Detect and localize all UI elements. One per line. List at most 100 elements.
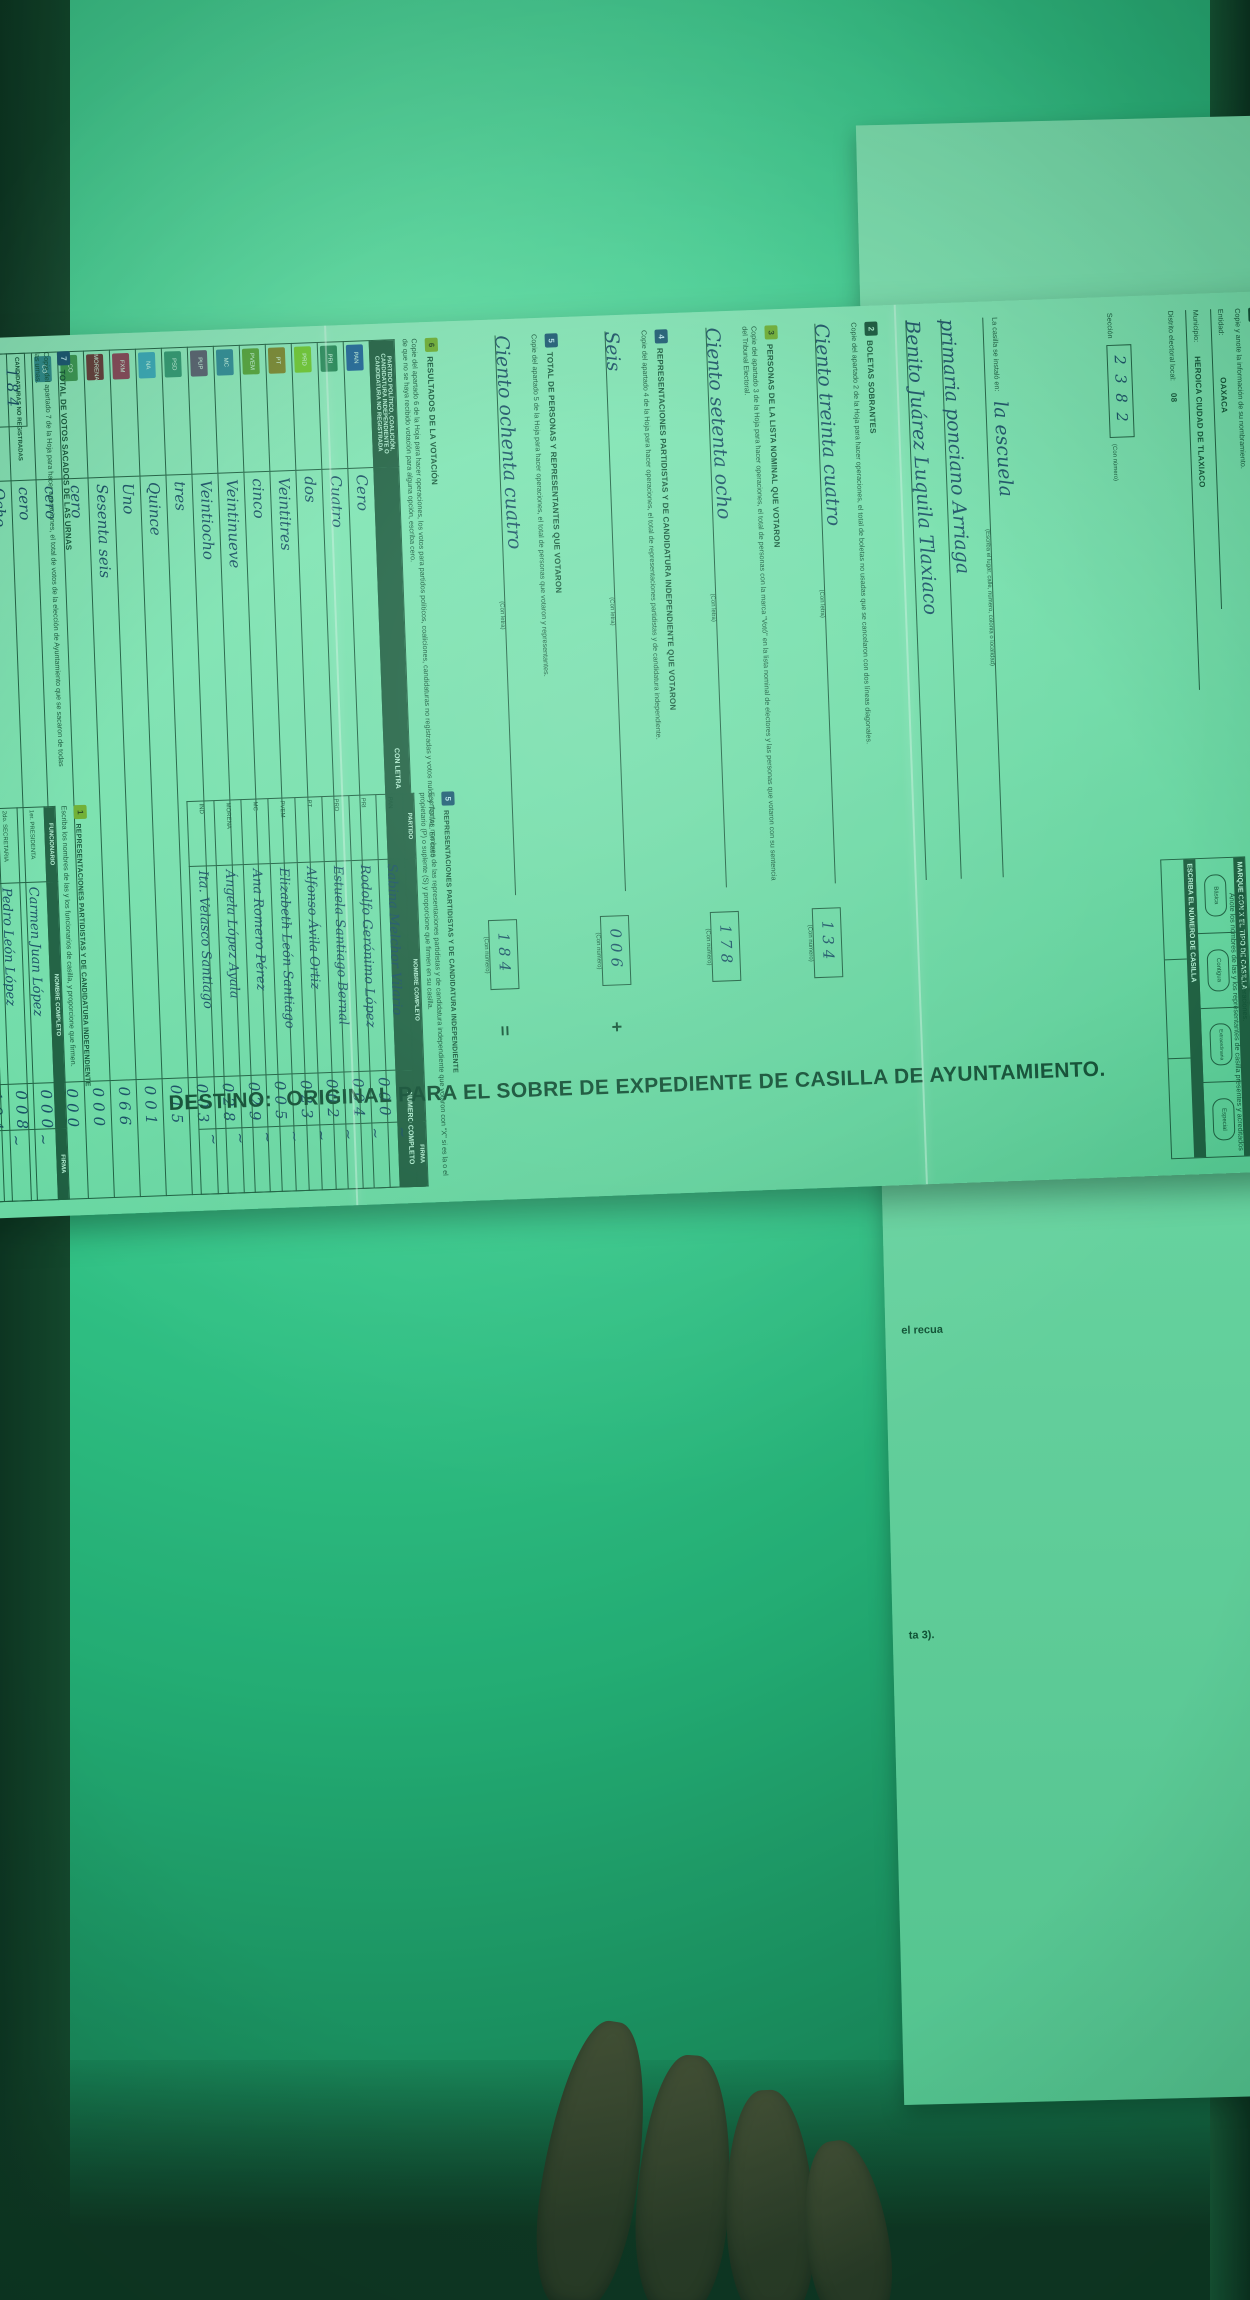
results-row-party: PRD xyxy=(291,342,322,471)
right-sheet-line-4: el recua xyxy=(901,1323,944,1337)
signature-mark: ~ xyxy=(258,1130,276,1145)
section-3: 3 PERSONAS DE LA LISTA NOMINAL QUE VOTARO… xyxy=(698,325,800,888)
section-7-title: TOTAL DE VOTOS SACADOS DE LAS URNAS xyxy=(57,369,74,551)
seccion-digit-2: 8 xyxy=(1112,392,1131,409)
section-3-title: PERSONAS DE LA LISTA NOMINAL QUE VOTARON xyxy=(765,343,782,548)
section-5-number-box: 184 (Con número) xyxy=(481,919,520,990)
person-role: PVEM xyxy=(267,797,298,864)
field-municipio-value: HEROICA CIUDAD DE TLAXIACO xyxy=(1192,355,1207,488)
section-5: 5 TOTAL DE PERSONAS Y REPRESENTANTES QUE … xyxy=(487,333,580,896)
section-3-number: 178 xyxy=(716,924,736,969)
section-3-badge: 3 xyxy=(764,325,778,341)
results-row-party: MORENA xyxy=(83,350,114,478)
funcionarios-table: FUNCIONARIO NOMBRE COMPLETO FIRMA 1er. P… xyxy=(0,806,70,1205)
right-sheet-line-5: ta 3). xyxy=(908,1629,935,1642)
section-6-title: RESULTADOS DE LA VOTACIÓN xyxy=(425,356,439,486)
results-row-party: PAN xyxy=(343,340,374,469)
section-5-badge: 5 xyxy=(544,333,558,349)
acta-sheet: INE INSTITUTO ESTATAL ELECTORAL Y DE PAR… xyxy=(0,284,1250,1226)
representantes-badge: 5 xyxy=(440,791,455,807)
results-row-party: PSD xyxy=(161,347,192,476)
section-4-operator: + xyxy=(606,1021,628,1033)
person-role: MORENA xyxy=(213,799,244,866)
party-logo-icon: PRD xyxy=(293,346,312,373)
section-2-badge: 2 xyxy=(864,321,878,337)
location-prompt: La casilla se instaló en: xyxy=(990,316,1002,392)
results-row-party: MC xyxy=(213,345,244,474)
seccion-digit-1: 3 xyxy=(1111,373,1130,390)
signature-mark: ~ xyxy=(6,1133,25,1148)
signature-mark: ~ xyxy=(285,1129,303,1144)
person-role: MC xyxy=(240,798,271,865)
person-role: PRI xyxy=(348,794,379,861)
results-row-party: FXM xyxy=(109,349,140,478)
person-role: 2do. SECRETARIA xyxy=(0,807,20,884)
section-2-number: 134 xyxy=(818,920,838,965)
person-signature: ~ xyxy=(225,1127,256,1194)
signature-mark: ~ xyxy=(311,1128,330,1143)
num-casilla-box-2[interactable] xyxy=(1164,959,1191,1060)
person-role: 1er. PRESIDENTA xyxy=(17,806,47,883)
results-row-party: PRI xyxy=(317,341,348,470)
field-entidad-value: OAXACA xyxy=(1218,377,1229,414)
party-logo-icon: PAN xyxy=(345,344,364,371)
seccion-digit-0: 2 xyxy=(1110,354,1130,371)
field-distrito-label: Distrito electoral local: xyxy=(1166,310,1178,382)
section-funcionarios: 1REPRESENTACIONES PARTIDISTAS Y DE CANDI… xyxy=(0,804,103,1205)
signature-mark: ~ xyxy=(231,1131,249,1146)
party-logo-icon: PT xyxy=(267,347,286,374)
representantes-body: PAN Sabina Melchor Vilario ~ PRI Rodolfo Ger… xyxy=(186,793,418,1195)
person-signature: ~ xyxy=(1,1129,32,1202)
seccion-digits-label: Sección xyxy=(1105,312,1116,339)
results-row-party: PT xyxy=(265,343,296,472)
section-1: 1DATOS DE IDENTIFICACIÓN DE CASILLA Copi… xyxy=(1105,307,1250,1160)
signature-mark: ~ xyxy=(204,1132,222,1147)
results-row-party: NA xyxy=(135,348,166,477)
section-4: 4REPRESENTACIONES PARTIDISTAS Y DE CANDI… xyxy=(597,329,690,892)
casilla-option-especial[interactable]: Especial xyxy=(1211,1098,1236,1141)
destino-label: DESTINO: xyxy=(168,1088,273,1115)
results-row-party: PUP xyxy=(187,346,218,475)
funcionarios-badge: 1 xyxy=(73,804,87,820)
party-logo-icon: FXM xyxy=(111,352,130,380)
section-4-badge: 4 xyxy=(654,329,668,345)
person-signature: ~ xyxy=(333,1123,364,1190)
section-3-number-box: 178 (Con número) xyxy=(703,910,742,982)
signature-mark: ~ xyxy=(33,1132,52,1147)
section-location: La casilla se instaló en: la escuela (Es… xyxy=(901,316,1029,881)
field-municipio-label: Municipio: xyxy=(1191,309,1202,343)
section-2-number-box: 134 (Con número) xyxy=(805,907,844,978)
person-signature: ~ xyxy=(252,1126,283,1193)
section-7-number: 184 xyxy=(2,367,23,413)
location-value: la escuela xyxy=(989,400,1018,498)
person-role: PRD xyxy=(321,795,352,862)
casilla-option-basica[interactable]: Básica xyxy=(1203,873,1228,917)
person-signature: ~ xyxy=(360,1122,391,1189)
section-5-operator: = xyxy=(494,1025,516,1037)
casilla-option-contigua[interactable]: Contigua xyxy=(1206,948,1231,992)
section-representantes: 5REPRESENTACIONES PARTIDISTAS Y DE CANDI… xyxy=(186,791,470,1195)
results-row-party: PVEM xyxy=(239,344,270,473)
person-signature: ~ xyxy=(279,1125,310,1192)
person-role: PT xyxy=(294,796,325,863)
section-2-title: BOLETAS SOBRANTES xyxy=(864,340,878,434)
section-5-title: TOTAL DE PERSONAS Y REPRESENTANTES QUE V… xyxy=(545,351,564,594)
person-signature: ~ xyxy=(306,1124,337,1191)
party-logo-icon: MORENA xyxy=(85,353,104,381)
section-7-badge: 7 xyxy=(56,351,71,367)
party-logo-icon: PUP xyxy=(189,350,208,377)
field-distrito-value: 08 xyxy=(1169,392,1179,403)
section-2: 2BOLETAS SOBRANTES Copie del apartado 2 … xyxy=(807,321,900,884)
signature-mark: ~ xyxy=(365,1126,384,1141)
seccion-digit-3: 2 xyxy=(1112,411,1132,428)
party-logo-icon: NA xyxy=(137,351,156,379)
person-role: PAN xyxy=(375,793,406,860)
field-entidad-label: Entidad: xyxy=(1216,308,1227,336)
person-signature: ~ xyxy=(198,1128,229,1195)
signature-mark: ~ xyxy=(392,1125,411,1140)
person-role: IND xyxy=(186,800,217,867)
person-signature: ~ xyxy=(387,1121,418,1188)
num-casilla-box-1[interactable] xyxy=(1161,859,1187,961)
person-signature: ~ xyxy=(28,1128,59,1201)
